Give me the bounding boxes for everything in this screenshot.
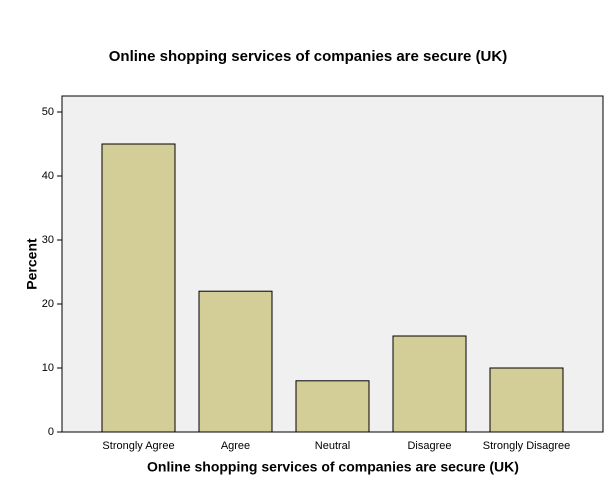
x-tick-label: Strongly Disagree	[483, 440, 570, 452]
bar	[101, 143, 176, 433]
x-tick-label: Agree	[221, 440, 250, 452]
y-tick-label: 30	[42, 234, 54, 246]
bar	[392, 335, 467, 433]
chart-title: Online shopping services of companies ar…	[109, 48, 507, 65]
x-tick-label: Neutral	[315, 440, 350, 452]
x-tick-label: Disagree	[407, 440, 451, 452]
x-tick-label: Strongly Agree	[102, 440, 174, 452]
bar	[198, 290, 273, 433]
y-tick-label: 40	[42, 170, 54, 182]
y-tick-label: 10	[42, 362, 54, 374]
bar	[489, 367, 564, 433]
y-tick-label: 50	[42, 106, 54, 118]
bar	[295, 380, 370, 433]
y-tick-label: 20	[42, 298, 54, 310]
y-tick-label: 0	[48, 426, 54, 438]
x-axis-label: Online shopping services of companies ar…	[147, 459, 519, 475]
y-axis-label: Percent	[24, 238, 40, 290]
